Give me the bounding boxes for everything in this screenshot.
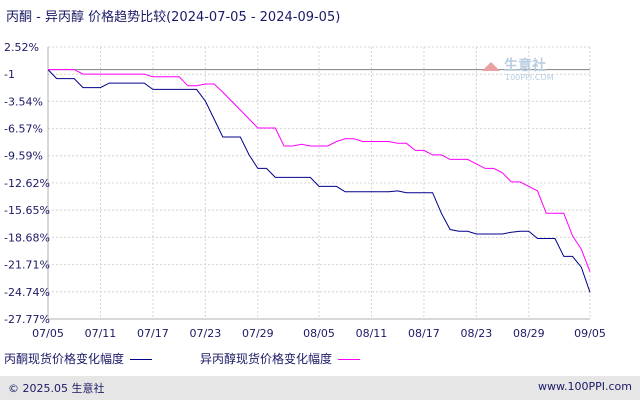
watermark-logo: 生意社	[482, 55, 546, 75]
x-tick-label: 07/29	[242, 327, 274, 340]
tick-labels: 2.52% -1 -3.54% -6.57% -9.59% -12.62% -15.65% -…	[4, 41, 606, 340]
y-tick-label: -9.59%	[4, 150, 43, 163]
series-line-acetone	[47, 69, 591, 293]
series-layer	[47, 69, 591, 293]
x-tick-label: 08/11	[356, 327, 388, 340]
x-tick-label: 08/05	[303, 327, 335, 340]
legend-label-isopropanol: 异丙醇现货价格变化幅度	[200, 352, 333, 366]
x-tick-label: 08/17	[408, 327, 440, 340]
y-tick-label: -24.74%	[4, 286, 50, 299]
y-tick-label: -6.57%	[4, 123, 43, 136]
y-tick-label: -18.68%	[4, 231, 50, 244]
y-tick-label: -21.71%	[4, 259, 50, 272]
y-tick-label: -3.54%	[4, 95, 43, 108]
y-tick-label: -15.65%	[4, 204, 50, 217]
x-tick-label: 07/23	[190, 327, 222, 340]
y-tick-label: -1	[4, 68, 15, 81]
legend-item-acetone: 丙酮现货价格变化幅度	[4, 350, 153, 367]
legend-swatch-isopropanol	[338, 359, 361, 360]
watermark-brand: 生意社	[504, 58, 546, 74]
chart-title: 丙酮 - 异丙醇 价格趋势比较(2024-07-05 - 2024-09-05)	[6, 10, 341, 25]
watermark-url: 100PPI.COM	[505, 73, 554, 82]
legend-item-isopropanol: 异丙醇现货价格变化幅度	[200, 350, 361, 367]
footer-bar: © 2025.05 生意社 www.100PPI.com	[0, 376, 640, 400]
series-line-isopropanol	[48, 69, 591, 272]
y-tick-label: 2.52%	[4, 41, 39, 54]
x-tick-label: 08/23	[461, 327, 493, 340]
x-tick-label: 07/11	[85, 327, 117, 340]
x-tick-label: 07/17	[137, 327, 169, 340]
y-tick-label: -27.77%	[4, 313, 50, 326]
x-tick-label: 08/29	[513, 327, 545, 340]
x-tick-label: 09/05	[574, 327, 606, 340]
footer-site-link[interactable]: www.100PPI.com	[538, 380, 632, 393]
grid-layer	[47, 46, 591, 320]
house-icon	[482, 61, 500, 71]
y-tick-label: -12.62%	[4, 177, 50, 190]
footer-copyright: © 2025.05 生意社	[8, 382, 105, 395]
x-tick-label: 07/05	[32, 327, 64, 340]
legend-label-acetone: 丙酮现货价格变化幅度	[4, 352, 125, 366]
legend-swatch-acetone	[130, 359, 153, 360]
